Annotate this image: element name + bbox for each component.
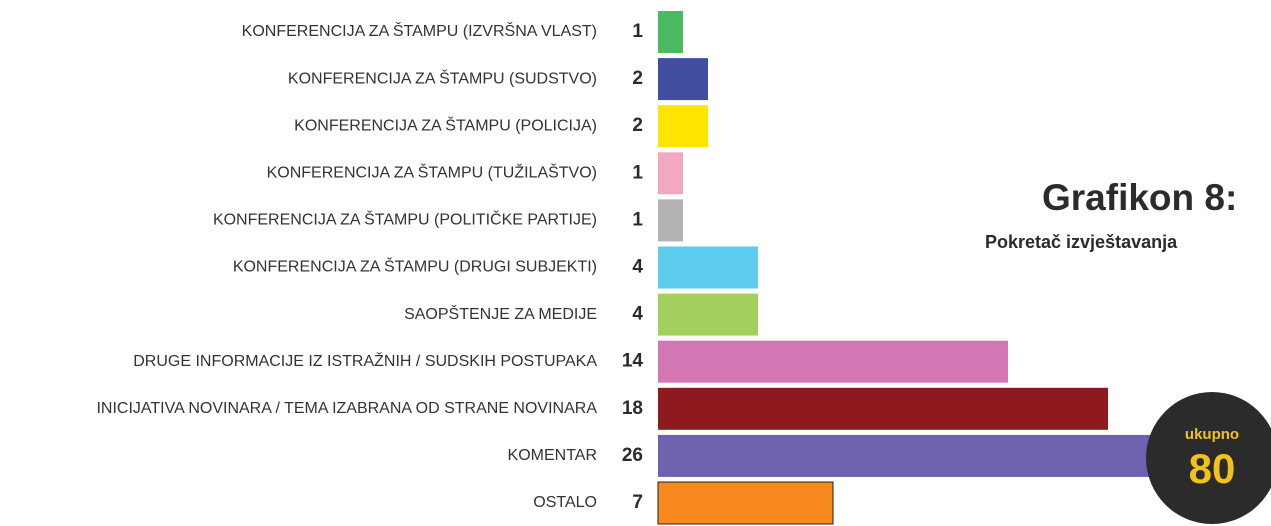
category-label: KONFERENCIJA ZA ŠTAMPU (POLICIJA) (294, 115, 597, 134)
total-label: ukupno (1185, 426, 1239, 443)
bar (658, 58, 708, 101)
value-label: 4 (632, 304, 643, 325)
bar (658, 11, 683, 53)
value-label: 18 (622, 398, 643, 419)
category-label: INICIJATIVA NOVINARA / TEMA IZABRANA OD … (96, 400, 597, 417)
value-label: 1 (632, 209, 643, 230)
chart-subtitle: Pokretač izvještavanja (985, 232, 1178, 252)
value-label: 14 (622, 351, 644, 372)
category-label: KOMENTAR (508, 447, 597, 464)
value-label: 1 (632, 21, 643, 42)
category-label: OSTALO (533, 494, 597, 511)
bar (658, 152, 683, 195)
value-label: 7 (632, 492, 643, 513)
value-label: 4 (632, 257, 643, 278)
value-label: 2 (632, 68, 643, 89)
bar (658, 246, 758, 289)
category-label: KONFERENCIJA ZA ŠTAMPU (SUDSTVO) (288, 68, 597, 87)
bar (658, 105, 708, 148)
category-label: KONFERENCIJA ZA ŠTAMPU (TUŽILAŠTVO) (267, 163, 597, 182)
bar (658, 293, 758, 336)
value-label: 2 (632, 115, 643, 136)
category-label: KONFERENCIJA ZA ŠTAMPU (DRUGI SUBJEKTI) (233, 257, 597, 276)
value-label: 26 (622, 445, 643, 466)
category-label: KONFERENCIJA ZA ŠTAMPU (IZVRŠNA VLAST) (242, 21, 597, 40)
category-label: DRUGE INFORMACIJE IZ ISTRAŽNIH / SUDSKIH… (133, 351, 597, 370)
bar (658, 199, 683, 242)
category-label: SAOPŠTENJE ZA MEDIJE (404, 304, 597, 323)
bar (658, 387, 1108, 430)
chart-title: Grafikon 8: (1042, 177, 1237, 218)
bar (658, 340, 1008, 383)
bar (657, 481, 834, 525)
total-value: 80 (1189, 445, 1236, 492)
category-label: KONFERENCIJA ZA ŠTAMPU (POLITIČKE PARTIJ… (213, 210, 597, 229)
total-badge (1146, 392, 1271, 524)
value-label: 1 (632, 162, 643, 183)
